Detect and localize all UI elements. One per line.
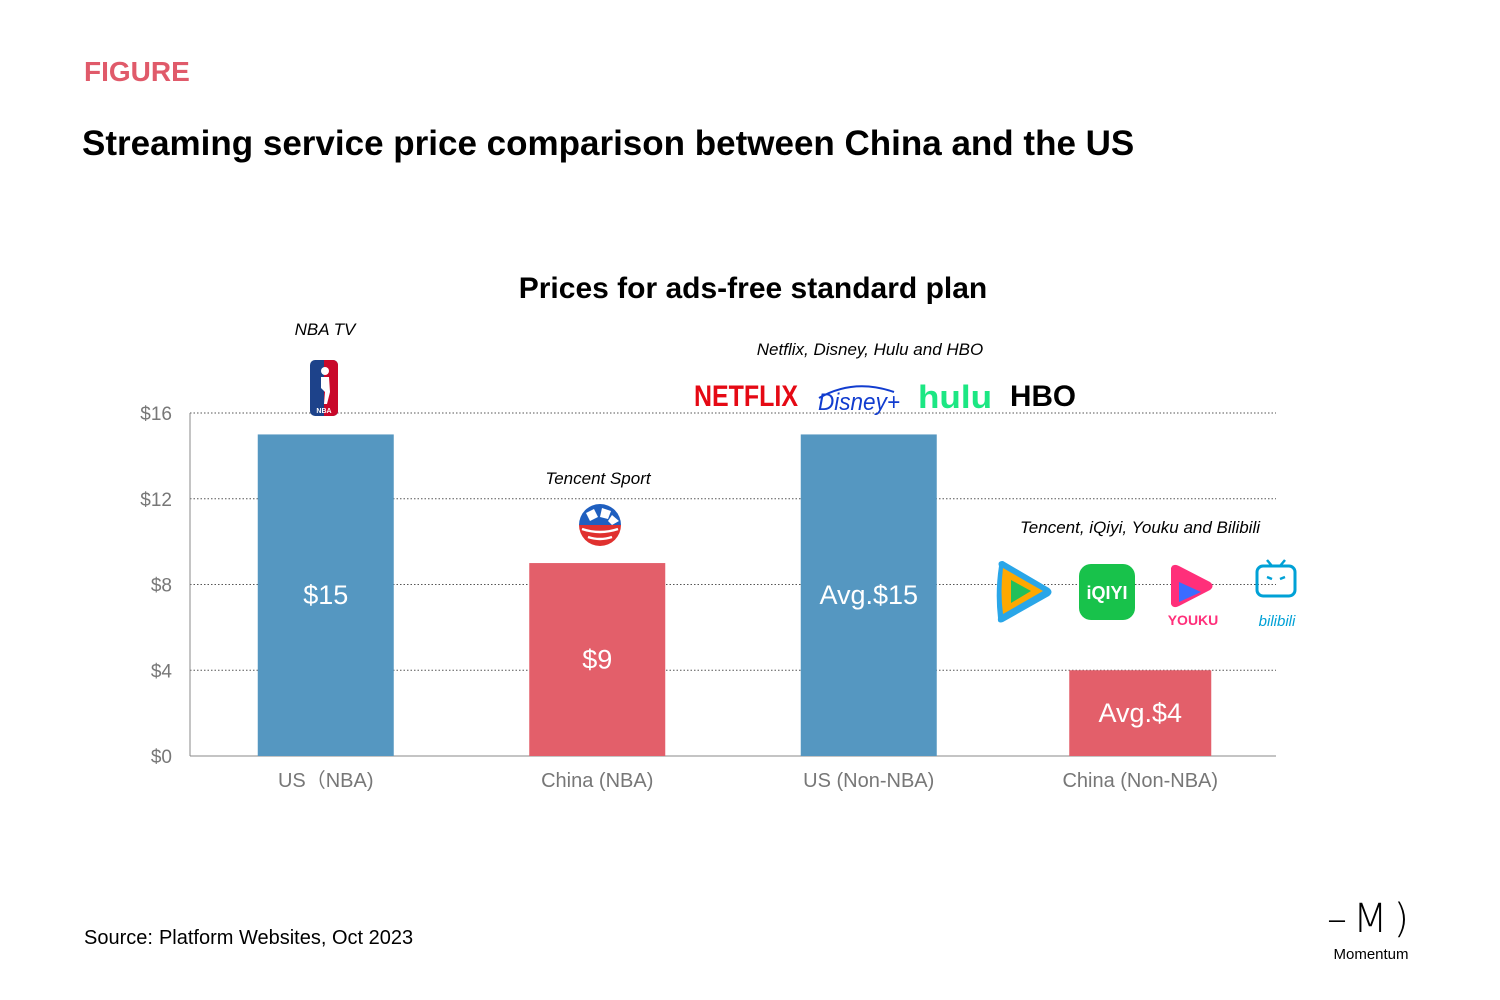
y-tick-label: $12	[140, 490, 172, 511]
svg-text:YOUKU: YOUKU	[1168, 612, 1219, 628]
data-label: Avg.$15	[819, 580, 918, 610]
nba-logo-icon: NBA	[310, 360, 338, 416]
youku-logo-icon: YOUKU	[1168, 564, 1219, 628]
svg-text:bilibili: bilibili	[1259, 613, 1296, 630]
source-label: Source:	[84, 927, 153, 949]
tencent-video-logo-icon	[996, 561, 1052, 623]
x-tick-label: US (Non-NBA)	[803, 770, 934, 792]
source-note: Source: Platform Websites, Oct 2023	[84, 927, 413, 950]
svg-text:iQIYI: iQIYI	[1086, 583, 1127, 603]
disney-logo-icon: Disney+	[818, 389, 900, 416]
iqiyi-logo-icon: iQIYI	[1079, 564, 1135, 620]
tencent-sport-logo-icon	[579, 504, 621, 546]
data-label: $15	[303, 580, 348, 610]
x-tick-label: China (NBA)	[541, 770, 653, 792]
bar	[800, 434, 937, 756]
us-streamer-logos: NETFLIX Disney+ hulu HBO	[694, 379, 1076, 416]
annotation-us-streamers: Netflix, Disney, Hulu and HBO	[756, 340, 984, 359]
source-text: Platform Websites, Oct 2023	[158, 927, 414, 949]
netflix-logo-icon: NETFLIX	[694, 380, 798, 413]
brand-logo: –M) Momentum	[1316, 896, 1426, 963]
y-tick-label: $8	[151, 576, 172, 597]
bar	[529, 563, 666, 756]
annotation-nba-tv: NBA TV	[294, 320, 356, 339]
data-label: Avg.$4	[1098, 698, 1182, 728]
china-streamer-logos: iQIYI YOUKU bilibili	[996, 559, 1297, 630]
x-tick-label: US（NBA)	[278, 769, 374, 792]
annotation-tencent-sport: Tencent Sport	[545, 469, 651, 488]
annotation-china-streamers: Tencent, iQiyi, Youku and Bilibili	[1019, 518, 1261, 537]
chart-title-wrap: Prices for ads-free standard plan	[0, 272, 1500, 306]
chart-title: Prices for ads-free standard plan	[518, 272, 988, 305]
bar	[1069, 670, 1212, 756]
hulu-logo-icon: hulu	[918, 379, 992, 415]
y-tick-label: $16	[140, 404, 172, 425]
y-tick-label: $0	[151, 747, 172, 768]
y-tick-label: $4	[151, 661, 173, 682]
data-label: $9	[582, 645, 612, 675]
x-tick-label: China (Non-NBA)	[1062, 770, 1218, 792]
figure-label: FIGURE	[84, 56, 190, 87]
page-title: Streaming service price comparison betwe…	[82, 124, 1135, 163]
brand-mark-icon: –M)	[1326, 896, 1416, 942]
brand-name: Momentum	[1333, 946, 1409, 963]
bar	[257, 434, 394, 756]
bilibili-logo-icon: bilibili	[1255, 559, 1297, 630]
nba-logo-text: NBA	[316, 408, 331, 415]
hbo-logo-icon: HBO	[1010, 380, 1076, 413]
